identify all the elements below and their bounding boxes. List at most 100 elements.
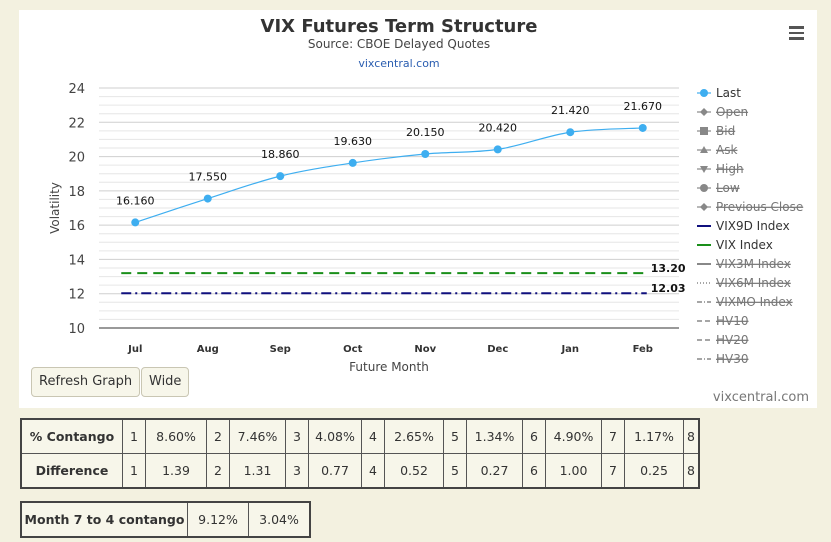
row-header: Difference [20,453,123,489]
x-tick-label: Nov [414,344,436,355]
legend-item-label[interactable]: Open [716,105,748,119]
legend-item-label[interactable]: High [716,162,744,176]
refresh-graph-button[interactable]: Refresh Graph [31,367,141,397]
y-tick-label: 20 [68,151,85,166]
reference-line-label: 12.03 [651,282,686,295]
y-tick-label: 12 [68,288,85,303]
month-index-cell: 4 [361,418,385,454]
legend-item-label[interactable]: Previous Close [716,200,803,214]
month-index-cell: 2 [206,418,230,454]
hamburger-menu-icon[interactable] [789,26,804,40]
data-label: 20.150 [406,126,445,139]
table-row: Difference 1 1.39 2 1.31 3 0.77 4 0.52 5 0.27 6 1.00… [20,453,700,489]
data-point [276,172,285,181]
legend-item-label[interactable]: HV30 [716,352,749,366]
legend-marker [700,203,708,211]
value-cell: 0.27 [466,453,523,489]
data-label: 20.420 [479,121,518,134]
month-index-cell: 5 [443,418,467,454]
credit-text: vixcentral.com [712,390,809,405]
value-cell: 1.31 [229,453,286,489]
legend-item-label[interactable]: VIX3M Index [716,257,791,271]
legend-marker [700,127,708,135]
month-index-cell: 1 [122,418,146,454]
value-cell: 4.08% [308,418,362,454]
data-point [348,158,357,167]
y-tick-label: 18 [68,185,85,200]
series-line-last [135,127,643,223]
month-index-cell: 8 [683,418,700,454]
data-label: 21.420 [551,104,590,117]
month-contango-table: Month 7 to 4 contango 9.12% 3.04% [20,501,311,538]
x-tick-label: Dec [487,344,508,355]
term-structure-chart: 10 12 14 16 18 20 22 24 Jul Aug Sep Oct Nov Dec Jan Feb… [48,82,803,374]
x-tick-label: Jul [127,344,142,355]
legend-item-label[interactable]: HV20 [716,333,749,347]
y-axis-title: Volatility [48,182,62,234]
legend-marker [700,166,708,173]
value-cell: 0.25 [624,453,684,489]
table-row: % Contango 1 8.60% 2 7.46% 3 4.08% 4 2.65% 5 1.34%… [20,418,700,454]
x-tick-label: Feb [633,344,653,355]
legend-item-label[interactable]: Ask [716,143,737,157]
x-tick-label: Aug [197,344,219,355]
legend-marker [700,89,708,97]
data-point [203,194,212,203]
data-label: 21.670 [624,100,663,113]
chart-subtitle: Source: CBOE Delayed Quotes [307,37,491,51]
x-tick-label: Oct [343,344,362,355]
data-point [131,218,140,227]
y-tick-label: 24 [68,82,85,97]
y-tick-label: 10 [68,322,85,337]
legend-item-label[interactable]: VIX9D Index [716,219,790,233]
y-tick-label: 16 [68,219,85,234]
month-index-cell: 2 [206,453,230,489]
month-index-cell: 4 [361,453,385,489]
legend-item-label[interactable]: HV10 [716,314,749,328]
legend-marker [700,146,708,153]
data-point [421,150,430,158]
data-point [493,145,502,154]
value-cell: 2.65% [384,418,444,454]
month-index-cell: 5 [443,453,467,489]
legend-item-label[interactable]: VIXMO Index [716,295,793,309]
month-index-cell: 6 [522,453,546,489]
source-link[interactable]: vixcentral.com [358,57,440,70]
data-label: 19.630 [334,135,373,148]
reference-line-label: 13.20 [651,262,686,275]
value-cell: 1.34% [466,418,523,454]
value-cell: 1.00 [545,453,602,489]
value-cell: 1.17% [624,418,684,454]
y-tick-label: 22 [68,116,85,131]
value-cell: 0.77 [308,453,362,489]
chart-title: VIX Futures Term Structure [260,16,538,37]
value-cell: 1.39 [145,453,207,489]
x-tick-label: Jan [560,344,579,355]
wide-button[interactable]: Wide [141,367,190,397]
x-tick-label: Sep [270,344,291,355]
legend-item-label[interactable]: VIX Index [716,238,773,252]
chart-panel: 10 12 14 16 18 20 22 24 Jul Aug Sep Oct Nov Dec Jan Feb… [19,10,817,408]
data-label: 16.160 [116,194,155,207]
month-index-cell: 7 [601,418,625,454]
contango-table: % Contango 1 8.60% 2 7.46% 3 4.08% 4 2.65% 5 1.34%… [20,418,700,489]
x-axis-title: Future Month [349,360,429,374]
legend-item-label[interactable]: Low [716,181,740,195]
data-label: 18.860 [261,148,300,161]
legend-marker [700,184,708,192]
month-index-cell: 8 [683,453,700,489]
data-label: 17.550 [189,171,228,184]
month-index-cell: 1 [122,453,146,489]
month-index-cell: 7 [601,453,625,489]
month-index-cell: 3 [285,453,309,489]
legend-item-label[interactable]: VIX6M Index [716,276,791,290]
month-contango-header: Month 7 to 4 contango [20,501,188,538]
value-cell: 4.90% [545,418,602,454]
legend-marker [700,108,708,116]
y-tick-label: 14 [68,253,85,268]
legend-item-label[interactable]: Bid [716,124,735,138]
value-cell: 7.46% [229,418,286,454]
data-point [566,128,575,137]
month-contango-value: 9.12% [187,501,249,538]
legend-item-label[interactable]: Last [716,86,741,100]
